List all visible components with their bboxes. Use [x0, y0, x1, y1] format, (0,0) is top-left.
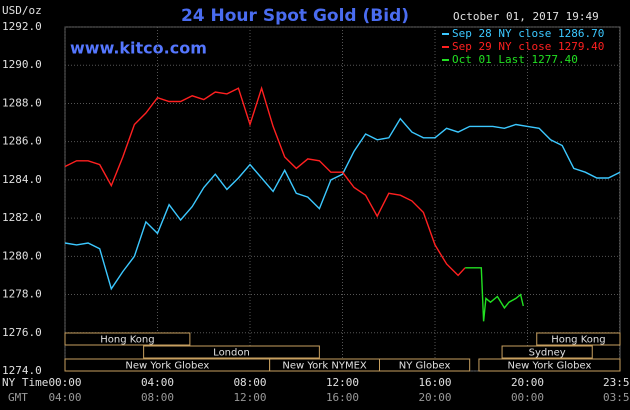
x-axis-label: NY Time: [2, 376, 48, 389]
x2-tick-label: 16:00: [326, 391, 359, 404]
x2-tick-label: 20:00: [418, 391, 451, 404]
y-axis-label: USD/oz: [2, 4, 42, 17]
session-label: Hong Kong: [100, 335, 154, 346]
x2-tick-label: 04:00: [48, 391, 81, 404]
session-label: New York Globex: [125, 361, 209, 372]
x-tick-label: 23:59: [603, 376, 630, 389]
y-tick-label: 1282.0: [2, 211, 42, 224]
x2-axis-label: GMT: [8, 391, 28, 404]
series-line: [64, 85, 466, 277]
y-tick-label: 1290.0: [2, 58, 42, 71]
session-box: [478, 358, 621, 372]
x-tick-label: 12:00: [326, 376, 359, 389]
x-tick-label: 08:00: [233, 376, 266, 389]
y-tick-label: 1278.0: [2, 288, 42, 301]
session-box: [379, 358, 471, 372]
session-label: Hong Kong: [551, 335, 605, 346]
session-box: [64, 332, 191, 346]
session-label: New York NYMEX: [282, 361, 367, 372]
session-box: [536, 332, 621, 346]
session-label: New York Globex: [508, 361, 592, 372]
x-tick-label: 16:00: [418, 376, 451, 389]
x2-tick-label: 08:00: [141, 391, 174, 404]
legend-label: Sep 28 NY close 1286.70: [452, 27, 604, 40]
x2-tick-label: 12:00: [233, 391, 266, 404]
series-line: [64, 117, 621, 291]
y-tick-label: 1292.0: [2, 20, 42, 33]
y-tick-label: 1284.0: [2, 173, 42, 186]
y-tick-label: 1276.0: [2, 326, 42, 339]
legend-label: Oct 01 Last 1277.40: [452, 53, 578, 66]
x2-tick-label: 03:59: [603, 391, 630, 404]
y-tick-label: 1280.0: [2, 249, 42, 262]
y-tick-label: 1288.0: [2, 96, 42, 109]
x-tick-label: 20:00: [511, 376, 544, 389]
session-label: London: [213, 348, 250, 359]
x-tick-label: 04:00: [141, 376, 174, 389]
session-label: Sydney: [529, 348, 566, 359]
legend-label: Sep 29 NY close 1279.40: [452, 40, 604, 53]
session-box: [501, 345, 593, 359]
session-box: [143, 345, 320, 359]
series-line: [465, 267, 524, 322]
chart-title: 24 Hour Spot Gold (Bid): [181, 6, 409, 26]
website: www.kitco.com: [70, 39, 207, 58]
date-stamp: October 01, 2017 19:49: [453, 10, 599, 23]
session-label: NY Globex: [399, 361, 451, 372]
y-tick-label: 1286.0: [2, 135, 42, 148]
y-tick-label: 1274.0: [2, 364, 42, 377]
x2-tick-label: 00:00: [511, 391, 544, 404]
x-tick-label: 00:00: [48, 376, 81, 389]
